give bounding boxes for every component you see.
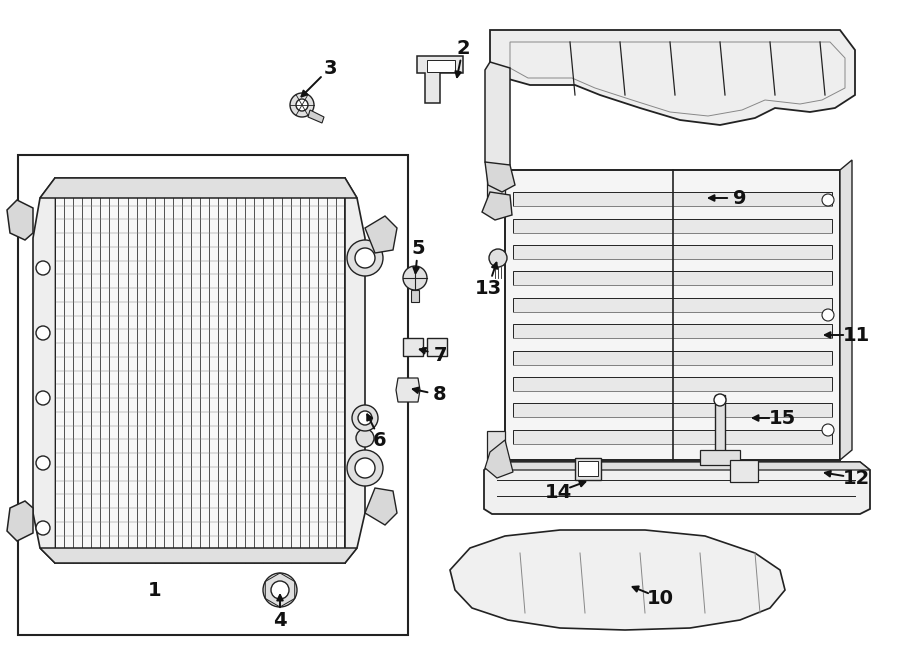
Polygon shape	[513, 271, 832, 285]
Bar	[487, 171, 505, 199]
Polygon shape	[485, 162, 515, 192]
Polygon shape	[396, 378, 420, 402]
Circle shape	[36, 456, 50, 470]
Bar	[403, 338, 423, 356]
Polygon shape	[513, 377, 832, 391]
Polygon shape	[490, 30, 855, 125]
Bar	[427, 60, 455, 72]
Polygon shape	[492, 462, 870, 470]
Text: 10: 10	[646, 589, 673, 608]
Text: 2: 2	[456, 38, 470, 58]
Polygon shape	[482, 192, 512, 220]
Polygon shape	[513, 193, 832, 207]
Circle shape	[355, 458, 375, 478]
Bar	[55, 178, 345, 563]
Bar	[18, 155, 408, 635]
Circle shape	[822, 424, 834, 436]
Polygon shape	[513, 430, 832, 444]
Text: 13: 13	[474, 279, 501, 297]
Text: 14: 14	[544, 483, 572, 502]
Text: 15: 15	[769, 408, 796, 428]
Bar	[411, 290, 419, 302]
Text: 7: 7	[433, 346, 446, 365]
Circle shape	[358, 411, 372, 425]
Bar	[715, 395, 725, 455]
Bar	[578, 461, 598, 476]
Polygon shape	[365, 216, 397, 253]
Polygon shape	[450, 530, 785, 630]
Circle shape	[36, 261, 50, 275]
Bar	[700, 450, 740, 465]
Polygon shape	[840, 160, 852, 460]
Polygon shape	[513, 403, 832, 417]
Text: 1: 1	[148, 581, 162, 600]
Text: 11: 11	[842, 326, 869, 344]
Text: 5: 5	[411, 238, 425, 258]
Circle shape	[822, 194, 834, 206]
Bar	[427, 338, 447, 356]
Polygon shape	[345, 178, 365, 563]
Polygon shape	[40, 548, 357, 563]
Text: 6: 6	[374, 430, 387, 449]
Polygon shape	[33, 178, 55, 563]
Text: 3: 3	[323, 58, 337, 77]
Polygon shape	[417, 56, 463, 103]
Circle shape	[352, 405, 378, 431]
Text: 9: 9	[734, 189, 747, 207]
Circle shape	[36, 326, 50, 340]
Polygon shape	[513, 324, 832, 338]
Bar	[575, 458, 601, 480]
Polygon shape	[484, 462, 870, 514]
Circle shape	[347, 240, 383, 276]
Text: 4: 4	[274, 610, 287, 630]
Polygon shape	[485, 440, 513, 478]
Bar	[505, 170, 840, 460]
Circle shape	[271, 581, 289, 599]
Circle shape	[296, 99, 308, 111]
Polygon shape	[485, 62, 510, 170]
Circle shape	[714, 394, 726, 406]
Circle shape	[290, 93, 314, 117]
Circle shape	[355, 248, 375, 268]
Polygon shape	[513, 218, 832, 233]
Circle shape	[356, 429, 374, 447]
Polygon shape	[513, 245, 832, 259]
Polygon shape	[308, 110, 324, 123]
Polygon shape	[513, 351, 832, 365]
Polygon shape	[7, 501, 33, 541]
Circle shape	[403, 266, 427, 290]
Circle shape	[263, 573, 297, 607]
Bar	[487, 431, 505, 459]
Circle shape	[822, 309, 834, 321]
Circle shape	[347, 450, 383, 486]
Polygon shape	[40, 178, 357, 198]
Text: 8: 8	[433, 385, 446, 404]
Circle shape	[36, 521, 50, 535]
Circle shape	[36, 391, 50, 405]
Circle shape	[489, 249, 507, 267]
Bar	[730, 460, 758, 482]
Polygon shape	[513, 298, 832, 312]
Polygon shape	[365, 488, 397, 525]
Polygon shape	[7, 200, 33, 240]
Text: 12: 12	[842, 469, 869, 487]
